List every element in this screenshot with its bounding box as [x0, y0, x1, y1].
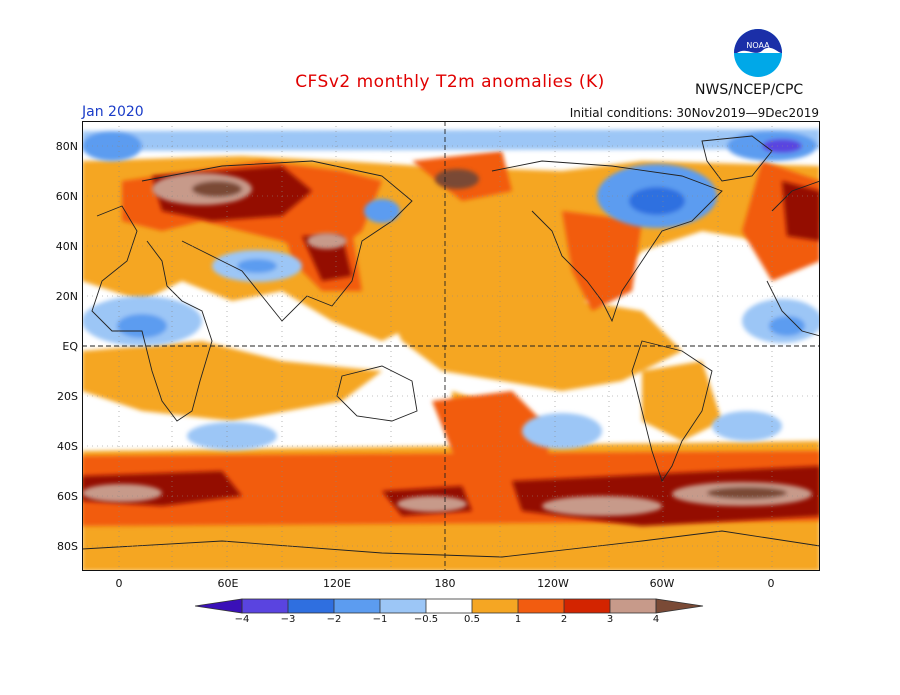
- colorbar-label: 1: [514, 614, 522, 625]
- logo-text: NOAA: [746, 41, 770, 50]
- colorbar-label: 4: [652, 614, 660, 625]
- colorbar-label: 0.5: [464, 614, 480, 625]
- map-canvas: [81, 121, 822, 571]
- colorbar-swatch: [288, 599, 334, 613]
- colorbar-label: −2: [326, 614, 342, 625]
- noaa-logo-icon: NOAA: [734, 29, 782, 77]
- lat-label: 40S: [57, 440, 78, 453]
- colorbar-swatch: [195, 599, 242, 613]
- anomaly-map: [81, 121, 822, 571]
- lon-label: 120E: [323, 577, 351, 590]
- lat-label: 60S: [57, 490, 78, 503]
- lon-label: 120W: [537, 577, 569, 590]
- lat-label: 40N: [55, 240, 78, 253]
- colorbar: [195, 598, 704, 614]
- colorbar-swatch: [518, 599, 564, 613]
- lat-label: EQ: [62, 340, 78, 353]
- colorbar-swatch: [564, 599, 610, 613]
- colorbar-swatch: [334, 599, 380, 613]
- lat-label: 20S: [57, 390, 78, 403]
- lon-label: 0: [115, 577, 123, 590]
- colorbar-label: −4: [234, 614, 250, 625]
- colorbar-swatch: [242, 599, 288, 613]
- colorbar-swatch: [656, 599, 703, 613]
- coastlines-layer: [81, 135, 821, 558]
- map-frame: [82, 121, 820, 571]
- lon-label: 180: [434, 577, 456, 590]
- colorbar-label: 3: [606, 614, 614, 625]
- colorbar-swatch: [426, 599, 472, 613]
- lat-label: 80N: [55, 140, 78, 153]
- agency-label: NWS/NCEP/CPC: [695, 82, 804, 98]
- lon-label: 0: [767, 577, 775, 590]
- lat-label: 60N: [55, 190, 78, 203]
- colorbar-swatch: [610, 599, 656, 613]
- lon-label: 60E: [217, 577, 239, 590]
- chart-title: CFSv2 monthly T2m anomalies (K): [295, 72, 605, 92]
- colorbar-label: −0.5: [413, 614, 439, 625]
- lon-label: 60W: [649, 577, 675, 590]
- cold-anomaly-layer: [82, 129, 822, 450]
- lat-label: 80S: [57, 540, 78, 553]
- lat-label: 20N: [55, 290, 78, 303]
- colorbar-swatch: [472, 599, 518, 613]
- colorbar-label: 2: [560, 614, 568, 625]
- forecast-month: Jan 2020: [82, 104, 144, 120]
- colorbar-label: −1: [372, 614, 388, 625]
- colorbar-swatch: [380, 599, 426, 613]
- colorbar-label: −3: [280, 614, 296, 625]
- initial-conditions: Initial conditions: 30Nov2019—9Dec2019: [569, 106, 819, 120]
